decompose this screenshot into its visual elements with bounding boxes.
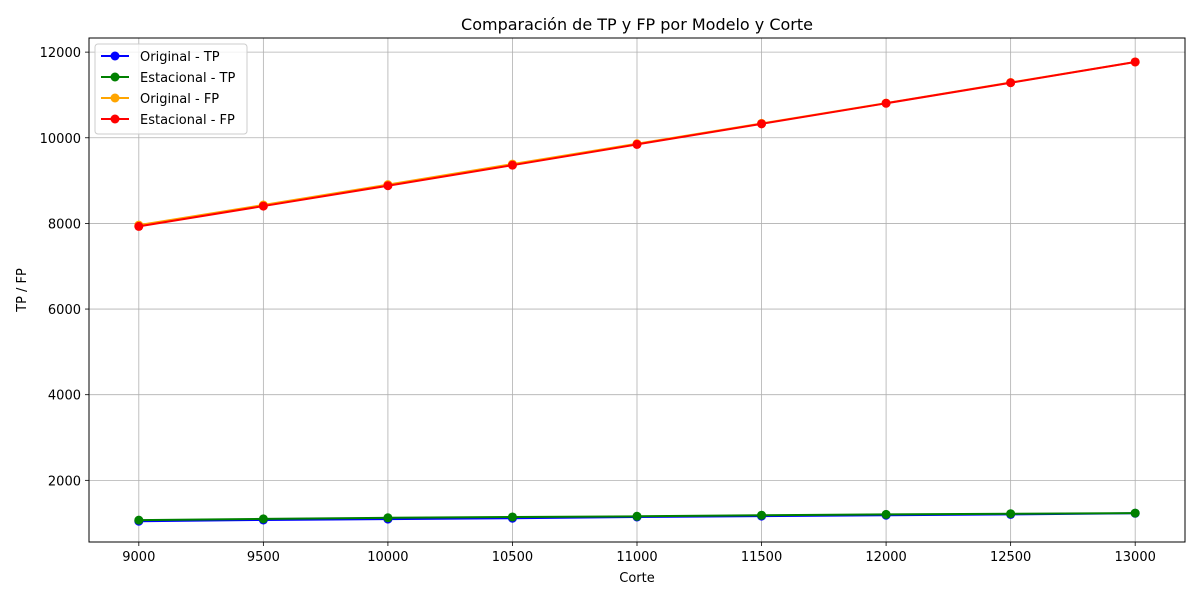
x-tick-label: 9000 (122, 550, 155, 565)
data-point-estacional-tp (632, 511, 642, 521)
x-tick-label: 12500 (990, 550, 1031, 565)
x-tick-label: 10500 (492, 550, 533, 565)
x-axis-label: Corte (619, 571, 654, 586)
series-estacional-fp (134, 57, 1140, 231)
series-estacional-tp (134, 508, 1140, 525)
x-tick-label: 9500 (247, 550, 280, 565)
axis-ticks: 9000 9500 10000 10500 11000 11500 12000 12500 13… (40, 46, 1156, 565)
data-point-estacional-tp (881, 509, 891, 519)
legend-box (94, 43, 248, 135)
legend-marker (110, 114, 120, 124)
data-point-estacional-tp (134, 515, 144, 525)
y-tick-label: 8000 (48, 217, 81, 232)
grid-lines (89, 38, 1185, 542)
legend-label: Estacional - TP (140, 71, 235, 86)
chart-title: Comparación de TP y FP por Modelo y Cort… (461, 15, 813, 34)
legend-marker (110, 51, 120, 61)
x-tick-label: 10000 (367, 550, 408, 565)
data-point-estacional-tp (1130, 508, 1140, 518)
y-tick-label: 6000 (48, 303, 81, 318)
x-tick-label: 11500 (741, 550, 782, 565)
legend-marker (110, 72, 120, 82)
y-tick-label: 10000 (40, 132, 81, 147)
data-point-estacional-fp (757, 119, 767, 129)
legend-marker (110, 93, 120, 103)
data-point-estacional-fp (881, 98, 891, 108)
series-layer (134, 57, 1140, 526)
data-point-estacional-fp (134, 221, 144, 231)
data-point-estacional-fp (258, 201, 268, 211)
y-tick-label: 2000 (48, 474, 81, 489)
data-point-estacional-tp (507, 512, 517, 522)
data-point-estacional-tp (757, 510, 767, 520)
y-tick-label: 12000 (40, 46, 81, 61)
y-tick-label: 4000 (48, 389, 81, 404)
data-point-estacional-fp (1006, 78, 1016, 88)
data-point-estacional-tp (383, 513, 393, 523)
x-tick-label: 12000 (865, 550, 906, 565)
data-point-estacional-fp (383, 181, 393, 191)
data-point-estacional-tp (1006, 509, 1016, 519)
x-tick-label: 11000 (616, 550, 657, 565)
data-point-estacional-tp (258, 514, 268, 524)
data-point-estacional-fp (1130, 57, 1140, 67)
y-axis-label: TP / FP (15, 268, 30, 313)
legend-label: Original - FP (140, 92, 219, 107)
x-tick-label: 13000 (1115, 550, 1156, 565)
legend-label: Original - TP (140, 50, 220, 65)
data-point-estacional-fp (507, 160, 517, 170)
legend-label: Estacional - FP (140, 113, 235, 128)
legend: Original - TP Estacional - TP Original - F… (94, 43, 248, 135)
data-point-estacional-fp (632, 139, 642, 149)
